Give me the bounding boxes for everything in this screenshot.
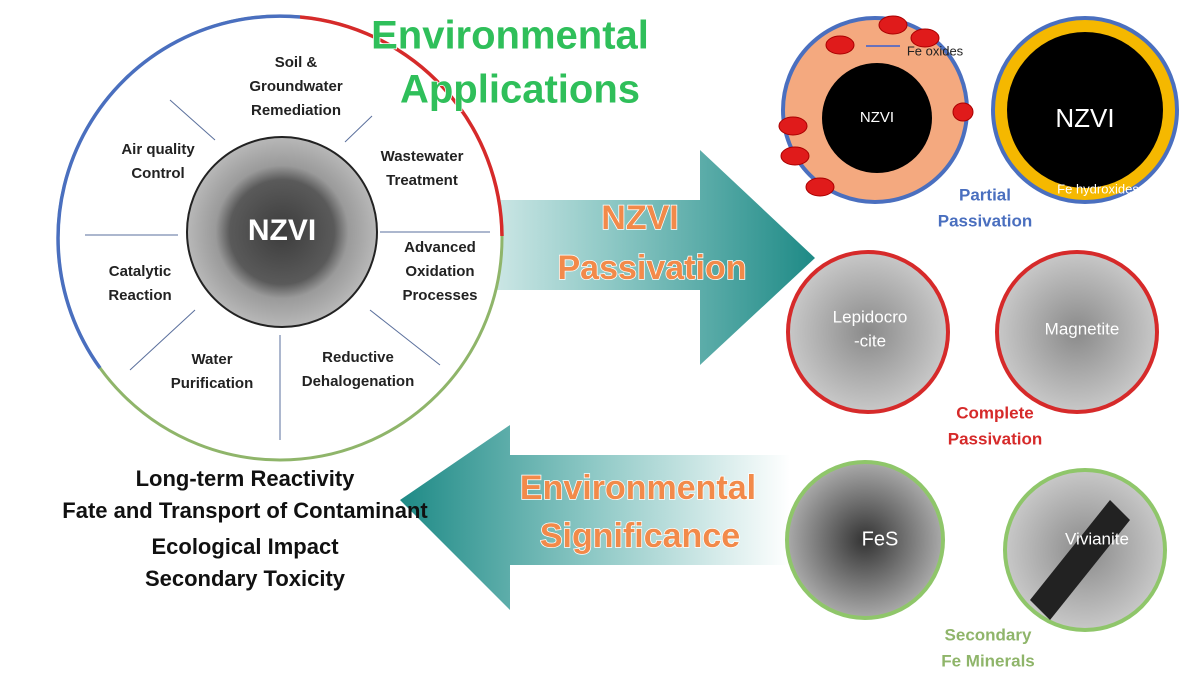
mineral-label: Lepidocro — [833, 307, 908, 326]
segment: Air quality — [121, 141, 195, 158]
arrow-label: Significance — [540, 517, 740, 555]
segment: Catalytic — [109, 263, 172, 280]
group-label: Passivation — [938, 211, 1033, 230]
significance-item: Fate and Transport of Contaminant — [62, 498, 428, 523]
segment: Treatment — [386, 172, 458, 189]
mineral-label: Magnetite — [1045, 319, 1120, 338]
arrow-label: Environmental — [520, 469, 756, 507]
particle-label: NZVI — [1055, 103, 1114, 133]
group-label: Partial — [959, 185, 1011, 204]
arrow-label: NZVI — [601, 199, 678, 237]
segment: Control — [131, 165, 184, 182]
segment: Reaction — [108, 287, 171, 304]
segment: Oxidation — [405, 263, 474, 280]
significance-item: Ecological Impact — [151, 534, 339, 559]
group-label: Passivation — [948, 429, 1043, 448]
group-label: Complete — [956, 403, 1033, 422]
title: Environmental — [371, 14, 649, 58]
arrow-label: Passivation — [558, 249, 747, 287]
title: Applications — [400, 68, 640, 112]
segment: Wastewater — [381, 148, 464, 165]
core-label: NZVI — [248, 214, 316, 247]
mineral-label: Vivianite — [1065, 529, 1129, 548]
segment: Purification — [171, 375, 254, 392]
segment: Water — [191, 351, 232, 368]
segment: Soil & — [275, 54, 318, 71]
segment: Processes — [402, 287, 477, 304]
segment: Advanced — [404, 239, 476, 256]
note: Fe hydroxides — [1057, 181, 1139, 196]
segment: Dehalogenation — [302, 373, 415, 390]
significance-item: Secondary Toxicity — [145, 566, 346, 591]
diagram: NZVI Environmental Applications Soil & G… — [0, 0, 1182, 678]
mineral-label: FeS — [862, 528, 899, 550]
significance-item: Long-term Reactivity — [136, 466, 356, 491]
group-label: Secondary — [945, 625, 1032, 644]
group-label: Fe Minerals — [941, 651, 1035, 670]
particle-label: NZVI — [860, 109, 894, 126]
mineral-label: -cite — [854, 331, 886, 350]
segment: Remediation — [251, 102, 341, 119]
segment: Reductive — [322, 349, 394, 366]
segment: Groundwater — [249, 78, 343, 95]
note: Fe oxides — [907, 43, 964, 58]
